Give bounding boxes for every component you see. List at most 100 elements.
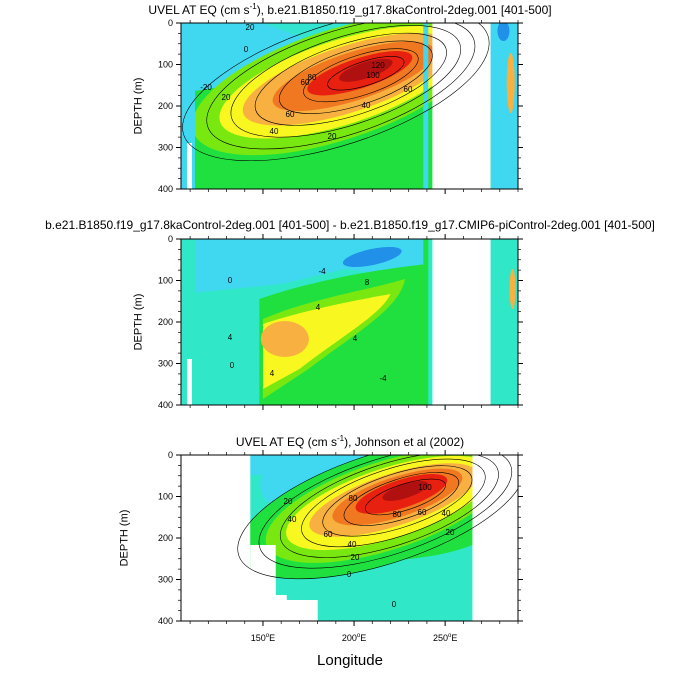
- y-tick-label: 400: [158, 616, 173, 626]
- x-tick-label: 200oE: [342, 633, 366, 643]
- contour-label: 60: [324, 530, 333, 539]
- negative-core: [342, 246, 402, 268]
- contour-label: 0: [244, 45, 249, 54]
- plot-frame: [180, 238, 519, 406]
- contour-line: [258, 455, 513, 569]
- panel1-title: UVEL AT EQ (cm s-1), b.e21.B1850.f19_g17…: [148, 2, 552, 17]
- contour-label: 4: [353, 334, 358, 343]
- contour-label: 40: [270, 127, 279, 136]
- y-tick-label: 0: [168, 450, 173, 460]
- land-mask-east: [432, 239, 491, 405]
- land-mask-west: [181, 455, 251, 621]
- contour-line: [303, 48, 419, 103]
- y-tick-label: 200: [158, 317, 173, 327]
- panel2-plot: 0 -4 4 8 4 4 4 0 -4 0 100 200 300 400: [158, 234, 523, 410]
- y-tick-label: 400: [158, 400, 173, 410]
- contour-line: [278, 40, 433, 114]
- x-tick-label: 150oE: [251, 633, 275, 643]
- far-east-westward: [497, 23, 510, 41]
- contour-label: 20: [446, 528, 455, 537]
- contour-label: 60: [286, 110, 295, 119]
- contour-label: 80: [349, 494, 358, 503]
- plot-frame: [180, 22, 519, 190]
- land-mask-west: [187, 359, 192, 405]
- panel3-field: [181, 455, 518, 621]
- east-boundary: [423, 239, 429, 405]
- contour-label: 20: [222, 93, 231, 102]
- contour-label: 20: [246, 23, 255, 32]
- x-axis-label: Longitude: [317, 652, 383, 669]
- contour-line: [301, 458, 486, 548]
- panel3-title: UVEL AT EQ (cm s-1), Johnson et al (2002…: [235, 434, 465, 449]
- y-tick-label: 0: [168, 234, 173, 244]
- far-east-band: [490, 23, 518, 189]
- far-east-core: [509, 269, 516, 309]
- land-mask-east: [432, 23, 491, 189]
- contour-line: [343, 472, 460, 526]
- contour-label: 8: [365, 278, 370, 287]
- contour-label: 0: [392, 600, 397, 609]
- contour-label: 40: [442, 509, 451, 518]
- contour-label: 120: [371, 61, 385, 70]
- y-tick-label: 0: [168, 18, 173, 28]
- contour-line: [364, 478, 446, 516]
- contour-label: 100: [418, 483, 432, 492]
- contour-label: 60: [301, 78, 310, 87]
- panel1-field: [181, 23, 518, 189]
- contour-label: 100: [366, 71, 380, 80]
- land-mask-sw: [250, 545, 318, 621]
- contour-label: 40: [348, 540, 357, 549]
- east-boundary: [423, 23, 429, 189]
- contour-label: 0: [228, 276, 233, 285]
- contour-label: 20: [284, 497, 293, 506]
- y-tick-label: 300: [158, 143, 173, 153]
- contour-label: 40: [362, 101, 371, 110]
- contour-label: 0: [347, 570, 352, 579]
- far-east-jet: [506, 53, 515, 113]
- contour-label: 40: [288, 515, 297, 524]
- contour-line: [237, 455, 518, 580]
- contour-label: 4: [270, 369, 275, 378]
- y-tick-label: 200: [158, 101, 173, 111]
- land-mask-west: [187, 143, 192, 189]
- contour-label: 4: [316, 303, 321, 312]
- positive-core: [260, 321, 309, 357]
- contour-label: -4: [379, 374, 387, 383]
- plot-frame: [180, 454, 519, 622]
- jet-layer: [382, 480, 429, 501]
- contour-line: [206, 23, 476, 150]
- contour-label: 0: [230, 361, 235, 370]
- contour-label: 80: [308, 73, 317, 82]
- contour-label: 4: [228, 333, 233, 342]
- far-east-band: [490, 239, 518, 405]
- y-tick-label: 200: [158, 533, 173, 543]
- y-tick-label: 400: [158, 184, 173, 194]
- y-tick-label: 100: [158, 276, 173, 286]
- jet-layer: [339, 58, 393, 82]
- contour-label: 80: [393, 510, 402, 519]
- y-tick-label: 300: [158, 359, 173, 369]
- contour-label: 60: [418, 508, 427, 517]
- contour-line: [182, 23, 490, 162]
- x-tick-label: 250oE: [433, 633, 457, 643]
- y-tick-label: 100: [158, 60, 173, 70]
- panel2-title: b.e21.B1850.f19_g17.8kaControl-2deg.001 …: [45, 218, 655, 232]
- panel2-field: [181, 239, 518, 405]
- contour-label: 20: [328, 132, 337, 141]
- contour-label: 60: [404, 85, 413, 94]
- contour-label: -20: [200, 83, 212, 92]
- y-tick-label: 100: [158, 492, 173, 502]
- contour-label: -4: [318, 267, 326, 276]
- contour-line: [254, 32, 447, 126]
- contour-line: [230, 25, 462, 138]
- y-tick-label: 300: [158, 575, 173, 585]
- land-mask-east: [472, 455, 518, 621]
- contour-line: [327, 56, 405, 91]
- contour-label: 20: [351, 553, 360, 562]
- contour-line: [279, 455, 499, 558]
- positive-high: [262, 294, 391, 389]
- contour-line: [322, 465, 473, 537]
